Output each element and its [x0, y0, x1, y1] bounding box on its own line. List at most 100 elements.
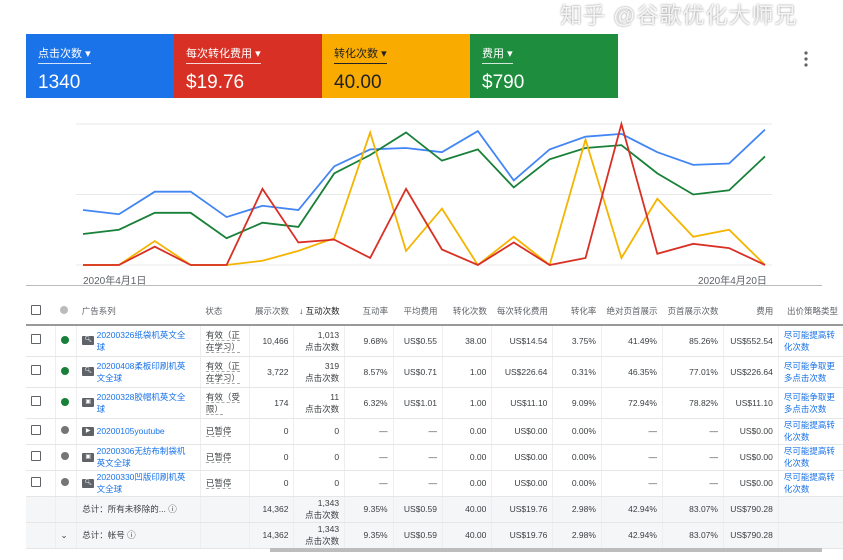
top-cell: 83.07% — [661, 522, 724, 549]
bid-strategy-link[interactable]: 尽可能争取更多点击次数 — [783, 391, 835, 414]
dropdown-arrow-icon: ▾ — [85, 48, 91, 60]
status-dot-icon — [60, 335, 69, 344]
abs-cell: — — [600, 418, 663, 445]
column-header[interactable]: 转化次数 — [442, 297, 492, 326]
row-checkbox[interactable] — [31, 396, 41, 406]
metric-value: 40.00 — [334, 72, 382, 93]
dropdown-arrow-icon: ▾ — [255, 48, 261, 60]
scorecard-0[interactable]: 点击次数 ▾ 1340 — [26, 34, 174, 98]
cr-cell: 2.98% — [552, 496, 602, 523]
column-header[interactable]: 绝对页首展示 — [601, 297, 663, 326]
table-row: ▣ 20200306无纺布制袋机英文全球 已暂停 0 0— —0.00 US$0.00 0… — [26, 444, 843, 471]
column-header[interactable]: 广告系列 — [76, 297, 201, 326]
cost-cell: US$11.10 — [722, 387, 779, 419]
rate-cell: — — [344, 444, 394, 471]
horizontal-scrollbar[interactable] — [270, 548, 822, 552]
column-header[interactable]: 状态 — [200, 297, 250, 326]
expand-chevron-icon[interactable]: ⌄ — [60, 530, 68, 540]
row-checkbox[interactable] — [31, 476, 41, 487]
cr-cell: 0.00% — [552, 470, 602, 497]
column-header[interactable]: 平均费用 — [393, 297, 443, 326]
bid-strategy-link[interactable]: 尽可能提高转化次数 — [783, 472, 835, 494]
campaign-link[interactable]: 20200105youtube — [96, 426, 165, 437]
x-axis-end-label: 2020年4月20日 — [698, 276, 767, 287]
status-text[interactable]: 有效（受限） — [205, 391, 240, 415]
status-dot-icon — [60, 478, 69, 486]
column-header[interactable]: 页首展示次数 — [662, 297, 724, 326]
totals-label: 总计：所有未移除的... — [82, 504, 166, 514]
more-vert-icon[interactable] — [800, 50, 812, 68]
status-text[interactable]: 已暂停 — [205, 452, 232, 463]
metric-selector[interactable]: 转化次数 ▾ — [334, 45, 387, 64]
rate-cell: 8.57% — [344, 356, 394, 388]
help-icon[interactable]: ⓘ — [168, 504, 177, 514]
status-text[interactable]: 已暂停 — [205, 478, 232, 489]
column-header[interactable]: 转化率 — [552, 297, 602, 326]
scorecard-3[interactable]: 费用 ▾ $790 — [470, 34, 618, 98]
cpa-cell: US$14.54 — [491, 325, 553, 357]
interactions-value: 319 — [324, 360, 340, 371]
status-text[interactable]: 有效（正在学习） — [205, 360, 240, 384]
avg-cell: US$0.55 — [392, 325, 443, 357]
scorecards: 点击次数 ▾ 1340 每次转化费用 ▾ $19.76 转化次数 ▾ 40.00 费用 ▾ $… — [26, 34, 618, 98]
campaign-link[interactable]: 20200408柔板印刷机英文全球 — [96, 360, 186, 383]
series-line-2 — [83, 129, 766, 267]
select-all-checkbox[interactable] — [26, 297, 56, 326]
interactions-value: 1,013 — [317, 329, 340, 340]
status-dot-icon — [60, 366, 69, 375]
column-header[interactable]: 出价策略类型 — [778, 297, 843, 326]
row-checkbox[interactable] — [31, 450, 41, 461]
impr-cell: 0 — [248, 418, 294, 445]
column-header[interactable]: 费用 — [723, 297, 779, 326]
row-checkbox[interactable] — [31, 334, 41, 345]
status-text[interactable]: 已暂停 — [205, 426, 232, 437]
column-header[interactable]: 每次转化费用 — [491, 297, 553, 326]
bid-strategy-link[interactable]: 尽可能提高转化次数 — [783, 446, 835, 468]
series-line-1 — [82, 131, 766, 240]
rate-cell: 9.35% — [344, 522, 394, 549]
scorecard-2[interactable]: 转化次数 ▾ 40.00 — [322, 34, 470, 98]
status-dot-icon — [60, 452, 69, 460]
top-cell: 77.01% — [661, 356, 724, 388]
conv-cell: 0.00 — [441, 470, 492, 497]
conv-cell: 38.00 — [441, 325, 492, 357]
interactions-value: 1,343 — [317, 498, 340, 508]
cost-cell: US$552.54 — [722, 325, 779, 357]
metric-selector[interactable]: 点击次数 ▾ — [38, 45, 91, 64]
status-text[interactable]: 有效（正在学习） — [205, 329, 240, 353]
campaign-link[interactable]: 20200306无纺布制袋机英文全球 — [96, 446, 186, 468]
campaign-link[interactable]: 20200328胶帽机英文全球 — [96, 391, 186, 414]
bid-strategy-link[interactable]: 尽可能提高转化次数 — [783, 420, 835, 442]
conv-cell: 40.00 — [441, 522, 492, 549]
row-checkbox[interactable] — [31, 424, 41, 435]
cpa-cell: US$0.00 — [491, 470, 553, 497]
row-checkbox[interactable] — [31, 365, 41, 375]
metric-selector[interactable]: 每次转化费用 ▾ — [186, 45, 261, 64]
campaign-link[interactable]: 20200330凹版印刷机英文全球 — [96, 472, 186, 494]
help-icon[interactable]: ⓘ — [127, 530, 136, 540]
column-header[interactable]: ↓ 互动次数 — [293, 297, 345, 326]
cost-cell: US$790.28 — [722, 522, 779, 549]
bid-strategy-link[interactable]: 尽可能提高转化次数 — [783, 329, 835, 352]
metric-value: 1340 — [38, 72, 81, 93]
metric-selector[interactable]: 费用 ▾ — [482, 45, 513, 64]
top-cell: 83.07% — [661, 496, 724, 523]
conv-cell: 40.00 — [441, 496, 492, 523]
impr-cell: 10,466 — [248, 325, 294, 357]
impr-cell: 3,722 — [248, 356, 294, 388]
table-row: 🔍︎ 20200326纸袋机英文全球 有效（正在学习） 10,466 1,013 点击… — [26, 325, 843, 357]
bid-strategy-link[interactable]: 尽可能争取更多点击次数 — [783, 360, 835, 383]
campaign-link[interactable]: 20200326纸袋机英文全球 — [96, 329, 186, 352]
column-header[interactable]: 互动率 — [344, 297, 394, 326]
cost-cell: US$0.00 — [722, 444, 779, 471]
avg-cell: — — [392, 418, 443, 445]
top-cell: — — [661, 470, 724, 497]
conv-cell: 1.00 — [441, 387, 492, 419]
avg-cell: US$0.59 — [392, 496, 443, 523]
scorecard-1[interactable]: 每次转化费用 ▾ $19.76 — [174, 34, 322, 98]
rate-cell: 9.68% — [344, 325, 394, 357]
cr-cell: 0.00% — [552, 418, 602, 445]
column-header[interactable]: 展示次数 — [249, 297, 294, 326]
status-header-dot — [55, 297, 77, 326]
watermark: 知乎 @谷歌优化大师兄 — [560, 3, 798, 28]
